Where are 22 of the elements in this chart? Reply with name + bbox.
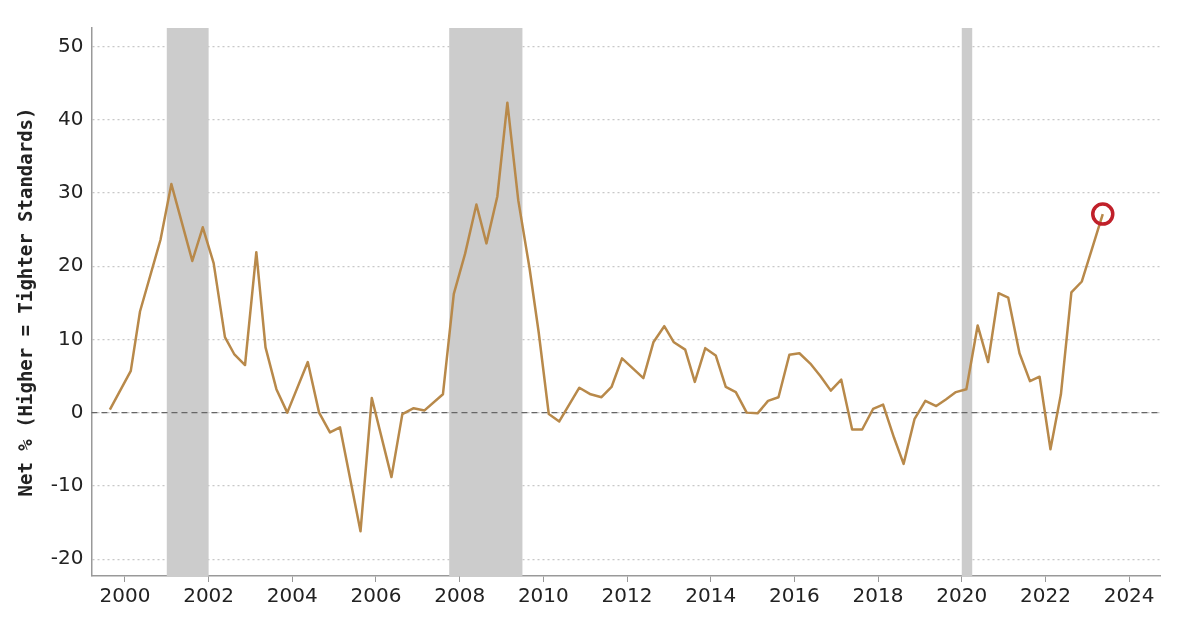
y-tick-label: 20 [58, 252, 84, 277]
x-tick-label: 2016 [768, 583, 820, 608]
y-tick-label: 10 [58, 325, 84, 350]
x-tick-label: 2002 [183, 583, 235, 608]
x-tick-label: 2000 [99, 583, 151, 608]
y-tick-label: -20 [50, 545, 84, 570]
y-tick-label: 30 [58, 179, 84, 204]
x-tick-label: 2018 [852, 583, 904, 608]
x-tick-label: 2008 [434, 583, 486, 608]
y-tick-label: 40 [58, 105, 84, 130]
y-axis-title: Net % (Higher = Tighter Standards) [14, 107, 37, 497]
x-tick-label: 2006 [350, 583, 402, 608]
x-tick-label: 2022 [1019, 583, 1071, 608]
x-tick-label: 2004 [266, 583, 318, 608]
x-tick-label: 2014 [685, 583, 737, 608]
x-tick-label: 2024 [1103, 583, 1155, 608]
y-tick-label: -10 [50, 472, 84, 497]
x-tick-label: 2010 [517, 583, 569, 608]
x-tick-label: 2020 [936, 583, 988, 608]
y-tick-label: 0 [70, 398, 84, 423]
y-tick-label: 50 [58, 32, 84, 57]
x-tick-label: 2012 [601, 583, 653, 608]
